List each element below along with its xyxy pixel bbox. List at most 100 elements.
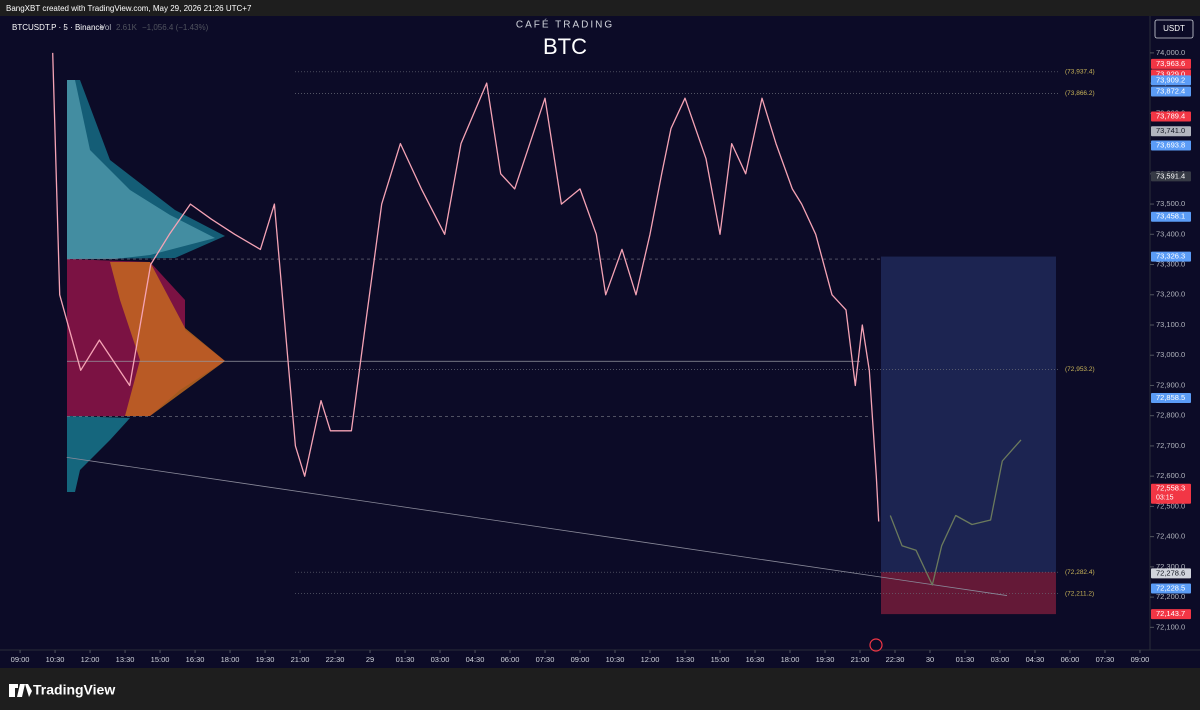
y-tick-label: 72,300.0 xyxy=(1156,562,1185,571)
price-tag xyxy=(1151,211,1191,222)
price-tag xyxy=(1151,171,1191,182)
level-label: (72,282.4) xyxy=(1065,569,1095,576)
x-tick-label: 09:00 xyxy=(571,655,590,664)
price-tag xyxy=(1151,609,1191,620)
price-tag-label: 73,789.4 xyxy=(1156,112,1185,121)
change: −1,056.4 (−1.43%) xyxy=(142,23,209,32)
price-line xyxy=(889,439,1022,586)
volume-value: 2.61K xyxy=(116,23,138,32)
x-tick-label: 18:00 xyxy=(781,655,800,664)
alert-icon[interactable] xyxy=(869,638,883,652)
price-tag xyxy=(1151,140,1191,151)
price-tag-label: 73,326.3 xyxy=(1156,252,1185,261)
price-tag xyxy=(1151,251,1191,262)
x-tick-label: 09:00 xyxy=(1131,655,1150,664)
x-tick-label: 21:00 xyxy=(291,655,310,664)
y-tick-label: 73,400.0 xyxy=(1156,229,1185,238)
price-tag xyxy=(1151,86,1191,97)
volume-label: Vol xyxy=(100,23,111,32)
y-tick-label: 73,300.0 xyxy=(1156,260,1185,269)
symbol: BTCUSDT.P · 5 · Binance xyxy=(12,23,104,32)
y-tick-label: 72,800.0 xyxy=(1156,411,1185,420)
y-tick-label: 72,500.0 xyxy=(1156,501,1185,510)
y-tick-label: 73,100.0 xyxy=(1156,320,1185,329)
price-line xyxy=(52,52,880,522)
chart-title: BTC xyxy=(543,34,587,59)
x-tick-label: 09:00 xyxy=(11,655,30,664)
price-tag-label: 73,741.0 xyxy=(1156,126,1185,135)
profile-poc-area xyxy=(110,262,225,416)
target-zone xyxy=(880,256,1056,573)
y-tick-label: 72,700.0 xyxy=(1156,441,1185,450)
time-axis xyxy=(0,650,1200,668)
footer-text: TradingView xyxy=(33,682,115,698)
y-tick-label: 72,600.0 xyxy=(1156,471,1185,480)
x-tick-label: 10:30 xyxy=(46,655,65,664)
x-tick-label: 16:30 xyxy=(746,655,765,664)
x-tick-label: 22:30 xyxy=(326,655,345,664)
x-tick-label: 12:00 xyxy=(81,655,100,664)
price-tag-label: 73,693.8 xyxy=(1156,140,1185,149)
x-tick-label: 07:30 xyxy=(1096,655,1115,664)
x-tick-label: 15:00 xyxy=(151,655,170,664)
price-tag xyxy=(1151,126,1191,137)
x-tick-label: 29 xyxy=(366,655,374,664)
x-tick-label: 19:30 xyxy=(816,655,835,664)
profile-lower xyxy=(67,416,130,492)
trend-line xyxy=(66,457,1008,596)
level-label: (73,937.4) xyxy=(1065,69,1095,76)
price-tag-label: 73,963.6 xyxy=(1156,59,1185,68)
x-tick-label: 10:30 xyxy=(606,655,625,664)
y-tick-label: 73,500.0 xyxy=(1156,199,1185,208)
price-tag xyxy=(1151,111,1191,122)
y-tick-label: 73,000.0 xyxy=(1156,350,1185,359)
x-tick-label: 06:00 xyxy=(1061,655,1080,664)
x-tick-label: 16:30 xyxy=(186,655,205,664)
price-tag-label: 72,143.7 xyxy=(1156,609,1185,618)
x-tick-label: 19:30 xyxy=(256,655,275,664)
x-tick-label: 04:30 xyxy=(1026,655,1045,664)
y-tick-label: 72,100.0 xyxy=(1156,622,1185,631)
x-tick-label: 01:30 xyxy=(956,655,975,664)
logo-mark xyxy=(9,684,32,697)
price-tag xyxy=(1151,58,1191,69)
profile-upper-edge xyxy=(67,80,225,259)
price-tag-label: 73,872.4 xyxy=(1156,86,1185,95)
currency-box[interactable] xyxy=(1154,19,1194,39)
y-tick-label: 72,400.0 xyxy=(1156,532,1185,541)
stop-zone xyxy=(880,572,1056,615)
x-tick-label: 13:30 xyxy=(676,655,695,664)
y-tick-label: 72,200.0 xyxy=(1156,592,1185,601)
price-axis xyxy=(1150,16,1200,650)
x-tick-label: 06:00 xyxy=(501,655,520,664)
level-label: (72,211.2) xyxy=(1065,590,1094,597)
currency[interactable]: USDT xyxy=(1163,24,1185,33)
price-tag-label: 72,858.5 xyxy=(1156,393,1185,402)
x-tick-label: 30 xyxy=(926,655,934,664)
price-tag-label: 73,929.0 xyxy=(1156,69,1185,78)
y-tick-label: 72,900.0 xyxy=(1156,380,1185,389)
price-tag-label: 72,278.6 xyxy=(1156,568,1185,577)
price-tag-countdown: 03:15 xyxy=(1156,495,1174,502)
y-tick-label: 73,200.0 xyxy=(1156,290,1185,299)
x-tick-label: 13:30 xyxy=(116,655,135,664)
price-tag-label: 73,909.2 xyxy=(1156,75,1185,84)
x-tick-label: 01:30 xyxy=(396,655,415,664)
x-tick-label: 04:30 xyxy=(466,655,485,664)
x-tick-label: 22:30 xyxy=(886,655,905,664)
x-tick-label: 15:00 xyxy=(711,655,730,664)
y-tick-label: 74,000.0 xyxy=(1156,48,1185,57)
level-label: (72,953.2) xyxy=(1065,366,1095,373)
price-tag xyxy=(1151,583,1191,594)
level-label: (73,866.2) xyxy=(1065,90,1095,97)
price-tag xyxy=(1151,393,1191,404)
footer-logo xyxy=(9,684,32,697)
price-tag xyxy=(1151,568,1191,579)
x-tick-label: 03:00 xyxy=(991,655,1010,664)
brand: CAFÉ TRADING xyxy=(516,18,614,31)
price-tag xyxy=(1151,75,1191,86)
price-tag xyxy=(1151,483,1191,504)
x-tick-label: 21:00 xyxy=(851,655,870,664)
